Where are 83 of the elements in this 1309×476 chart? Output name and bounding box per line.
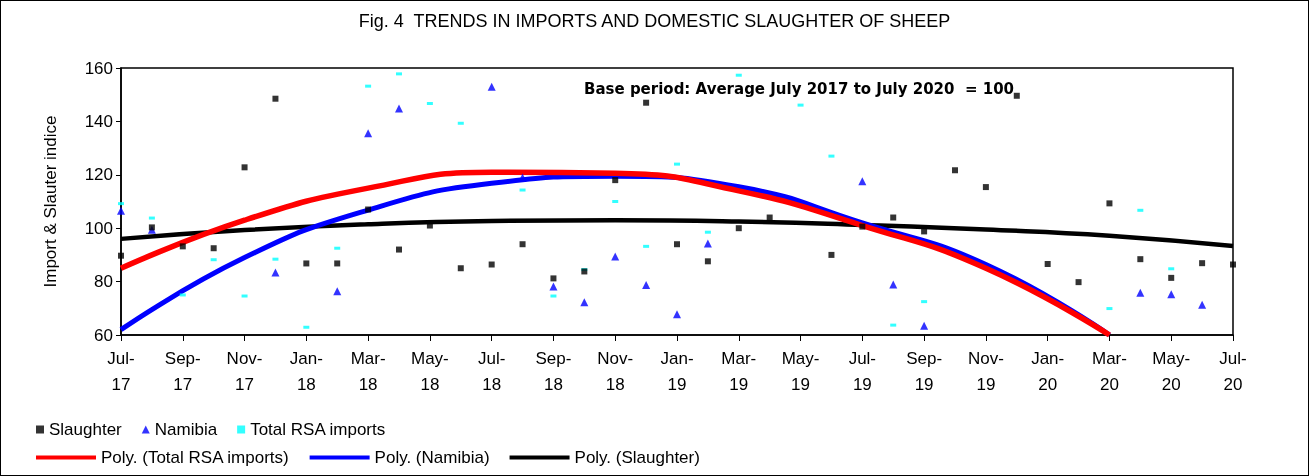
point — [395, 104, 403, 113]
x-tick-label: Mar-20 — [1091, 348, 1127, 394]
x-tick-label: Nov-18 — [597, 348, 634, 394]
x-tick-label: Jan-18 — [289, 348, 323, 394]
point — [271, 268, 280, 277]
point — [487, 82, 496, 91]
point — [210, 245, 217, 252]
point — [674, 162, 680, 166]
point — [550, 275, 557, 282]
x-tick-label: Jul-18 — [477, 348, 506, 394]
legend-label: Poly. (Namibia) — [374, 448, 490, 467]
point — [1198, 300, 1207, 309]
point — [488, 261, 495, 268]
chart-title: Fig. 4 TRENDS IN IMPORTS AND DOMESTIC SLAUGHTER OF SHEEP — [358, 11, 951, 31]
legend-label: Namibia — [154, 420, 218, 439]
point — [890, 214, 897, 221]
point — [272, 95, 279, 102]
x-tick-label: Mar-19 — [721, 348, 757, 394]
x-tick-label: Jul-17 — [107, 348, 135, 394]
point — [1013, 92, 1020, 99]
y-tick-label: 100 — [84, 218, 113, 238]
point — [735, 225, 742, 232]
point — [673, 310, 681, 319]
y-axis-title: Import & Slauter indice — [41, 115, 60, 288]
point — [365, 206, 372, 213]
x-tick-label: Sep-17 — [164, 348, 201, 394]
y-tick-label: 80 — [94, 272, 113, 292]
legend-label: Slaughter — [49, 420, 123, 439]
point — [704, 258, 711, 265]
point — [1106, 200, 1113, 207]
point — [1075, 279, 1082, 286]
point — [611, 252, 620, 261]
point — [118, 202, 124, 206]
point — [519, 241, 526, 248]
point — [643, 99, 650, 106]
y-tick-label: 60 — [94, 325, 113, 345]
y-tick-label: 140 — [84, 111, 113, 131]
point — [828, 251, 835, 258]
point — [1137, 256, 1144, 263]
point — [457, 265, 464, 272]
x-tick-label: Jan-20 — [1031, 348, 1065, 394]
x-tick-label: Mar-18 — [350, 348, 386, 394]
point — [241, 164, 248, 171]
point — [1199, 260, 1206, 267]
point — [1044, 260, 1051, 267]
annotation: Base period: Average July 2017 to July 2020 = 100 — [584, 79, 1015, 98]
point — [921, 228, 928, 235]
point — [1136, 288, 1145, 297]
x-tick-label: Nov-17 — [226, 348, 263, 394]
point — [580, 298, 589, 307]
x-tick-label: Jul-20 — [1219, 348, 1247, 394]
legend-label: Poly. (Total RSA imports) — [101, 448, 289, 467]
x-tick-label: May-18 — [411, 348, 449, 394]
point — [952, 167, 958, 174]
point — [364, 129, 373, 138]
legend-label: Poly. (Slaughter) — [574, 448, 700, 467]
point — [1168, 274, 1175, 281]
x-tick-label: Nov-19 — [967, 348, 1004, 394]
x-tick-label: Sep-19 — [906, 348, 943, 394]
x-tick-label: May-20 — [1152, 348, 1191, 394]
x-tick-label: Jul-19 — [848, 348, 877, 394]
x-tick-label: Sep-18 — [535, 348, 572, 394]
point — [859, 223, 866, 230]
x-tick-label: May-19 — [781, 348, 820, 394]
point — [396, 246, 402, 253]
point — [920, 321, 929, 330]
point — [396, 72, 402, 76]
point — [334, 260, 341, 267]
point — [889, 280, 898, 289]
point — [118, 252, 124, 259]
point — [1230, 261, 1236, 268]
point — [117, 206, 125, 215]
y-tick-label: 160 — [84, 58, 113, 78]
x-tick-label: Jan-19 — [660, 348, 694, 394]
point — [642, 281, 651, 290]
point — [766, 214, 773, 221]
legend-label: Total RSA imports — [250, 420, 386, 439]
y-tick-label: 120 — [84, 165, 113, 185]
point — [303, 260, 310, 267]
point — [982, 184, 989, 191]
point — [674, 241, 680, 248]
point — [612, 177, 619, 184]
point — [179, 243, 186, 250]
